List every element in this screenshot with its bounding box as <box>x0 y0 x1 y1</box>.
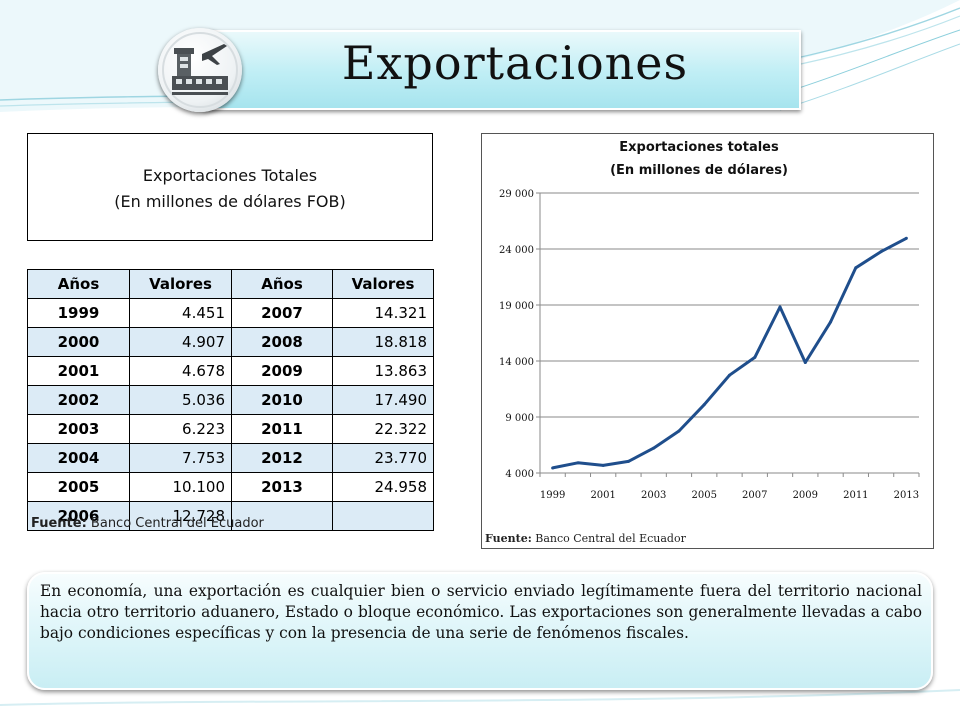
table-row: 2002 5.036 2010 17.490 <box>27 385 434 415</box>
x-tick-label: 2011 <box>843 490 868 501</box>
exports-line-chart: Exportaciones totales (En millones de dó… <box>499 140 920 501</box>
year-cell <box>231 501 333 531</box>
x-tick-label: 2013 <box>894 490 919 501</box>
column-header-values: Valores <box>129 269 232 299</box>
source-note-table: Fuente: Banco Central del Ecuador <box>31 516 264 531</box>
table-subtitle: (En millones de dólares FOB) <box>114 192 346 211</box>
chart-title: Exportaciones totales <box>619 140 779 155</box>
year-cell: 2007 <box>231 298 333 328</box>
table-row: 2006 12.728 <box>27 501 434 531</box>
year-cell: 2002 <box>27 385 130 415</box>
data-point <box>854 266 858 270</box>
year-cell: 2004 <box>27 443 130 473</box>
value-cell: 23.770 <box>332 443 434 473</box>
value-cell: 4.451 <box>129 298 232 328</box>
year-cell: 2005 <box>27 472 130 502</box>
x-tick-label: 1999 <box>540 490 565 501</box>
source-text: Banco Central del Ecuador <box>86 516 264 531</box>
data-point <box>728 373 731 377</box>
value-cell: 4.907 <box>129 327 232 357</box>
source-note-chart: Fuente: Banco Central del Ecuador <box>485 532 686 545</box>
year-cell: 2000 <box>27 327 130 357</box>
data-point <box>601 463 605 467</box>
table-row: 1999 4.451 2007 14.321 <box>27 298 434 328</box>
exports-table: Años Valores Años Valores 1999 4.451 200… <box>27 269 434 531</box>
data-point <box>879 250 883 254</box>
data-point <box>702 403 706 407</box>
x-tick-label: 2005 <box>692 490 717 501</box>
year-cell: 2013 <box>231 472 333 502</box>
value-cell: 5.036 <box>129 385 232 415</box>
column-header-years: Años <box>27 269 130 299</box>
table-row: 2005 10.100 2013 24.958 <box>27 472 434 502</box>
column-header-years: Años <box>231 269 333 299</box>
year-cell: 2001 <box>27 356 130 386</box>
x-tick-labels: 1999 2001 2003 2005 2007 2009 2011 2013 <box>540 490 919 501</box>
description-box: En economía, una exportación es cualquie… <box>27 572 933 690</box>
value-cell: 22.322 <box>332 414 434 444</box>
year-cell: 2009 <box>231 356 333 386</box>
x-tick-label: 2003 <box>641 490 666 501</box>
table-row: 2000 4.907 2008 18.818 <box>27 327 434 357</box>
series-line <box>552 236 908 470</box>
y-tick-label: 14 000 <box>499 357 534 368</box>
year-cell: 2003 <box>27 414 130 444</box>
table-header-row: Años Valores Años Valores <box>27 269 434 299</box>
year-cell: 2012 <box>231 443 333 473</box>
value-cell: 13.863 <box>332 356 434 386</box>
title-banner <box>203 30 801 110</box>
value-cell: 10.100 <box>129 472 232 502</box>
value-cell: 6.223 <box>129 414 232 444</box>
value-cell <box>332 501 434 531</box>
data-point <box>652 446 656 450</box>
data-point <box>576 461 580 465</box>
chart-subtitle: (En millones de dólares) <box>610 163 788 178</box>
value-cell: 18.818 <box>332 327 434 357</box>
x-tick-label: 2007 <box>742 490 767 501</box>
description-text: En economía, una exportación es cualquie… <box>40 582 922 642</box>
data-point <box>829 320 833 324</box>
y-tick-label: 9 000 <box>505 413 534 424</box>
table-row: 2001 4.678 2009 13.863 <box>27 356 434 386</box>
source-label: Fuente: <box>31 516 87 531</box>
table-title: Exportaciones Totales <box>142 166 318 185</box>
year-cell: 2011 <box>231 414 333 444</box>
chart-axes <box>536 192 920 477</box>
chart-series <box>551 236 908 470</box>
y-tick-labels: 4 000 9 000 14 000 19 000 24 000 29 000 <box>499 189 534 480</box>
x-tick-label: 2009 <box>793 490 818 501</box>
page-title: Exportaciones <box>341 36 689 90</box>
value-cell: 12.728 <box>129 501 232 531</box>
data-point <box>778 305 782 309</box>
value-cell: 17.490 <box>332 385 434 415</box>
data-point <box>677 429 681 433</box>
table-title-box: Exportaciones Totales (En millones de dó… <box>27 133 433 241</box>
y-tick-label: 29 000 <box>499 189 534 200</box>
data-point <box>551 466 555 470</box>
airport-tower-plane-icon <box>158 28 242 112</box>
year-cell: 2010 <box>231 385 333 415</box>
year-cell: 2008 <box>231 327 333 357</box>
y-tick-label: 4 000 <box>505 469 534 480</box>
value-cell: 7.753 <box>129 443 232 473</box>
value-cell: 14.321 <box>332 298 434 328</box>
data-point <box>626 459 630 463</box>
year-cell: 1999 <box>27 298 130 328</box>
chart-container: Exportaciones totales (En millones de dó… <box>481 133 934 549</box>
column-header-values: Valores <box>332 269 434 299</box>
y-tick-label: 24 000 <box>499 245 534 256</box>
value-cell: 4.678 <box>129 356 232 386</box>
data-point <box>904 236 908 240</box>
data-point <box>753 355 757 359</box>
source-label: Fuente: <box>485 532 532 545</box>
chart-gridlines <box>540 192 919 474</box>
y-tick-label: 19 000 <box>499 301 534 312</box>
x-tick-label: 2001 <box>590 490 615 501</box>
table-row: 2004 7.753 2012 23.770 <box>27 443 434 473</box>
value-cell: 24.958 <box>332 472 434 502</box>
table-row: 2003 6.223 2011 22.322 <box>27 414 434 444</box>
data-point <box>803 361 807 365</box>
source-text: Banco Central del Ecuador <box>531 532 686 545</box>
